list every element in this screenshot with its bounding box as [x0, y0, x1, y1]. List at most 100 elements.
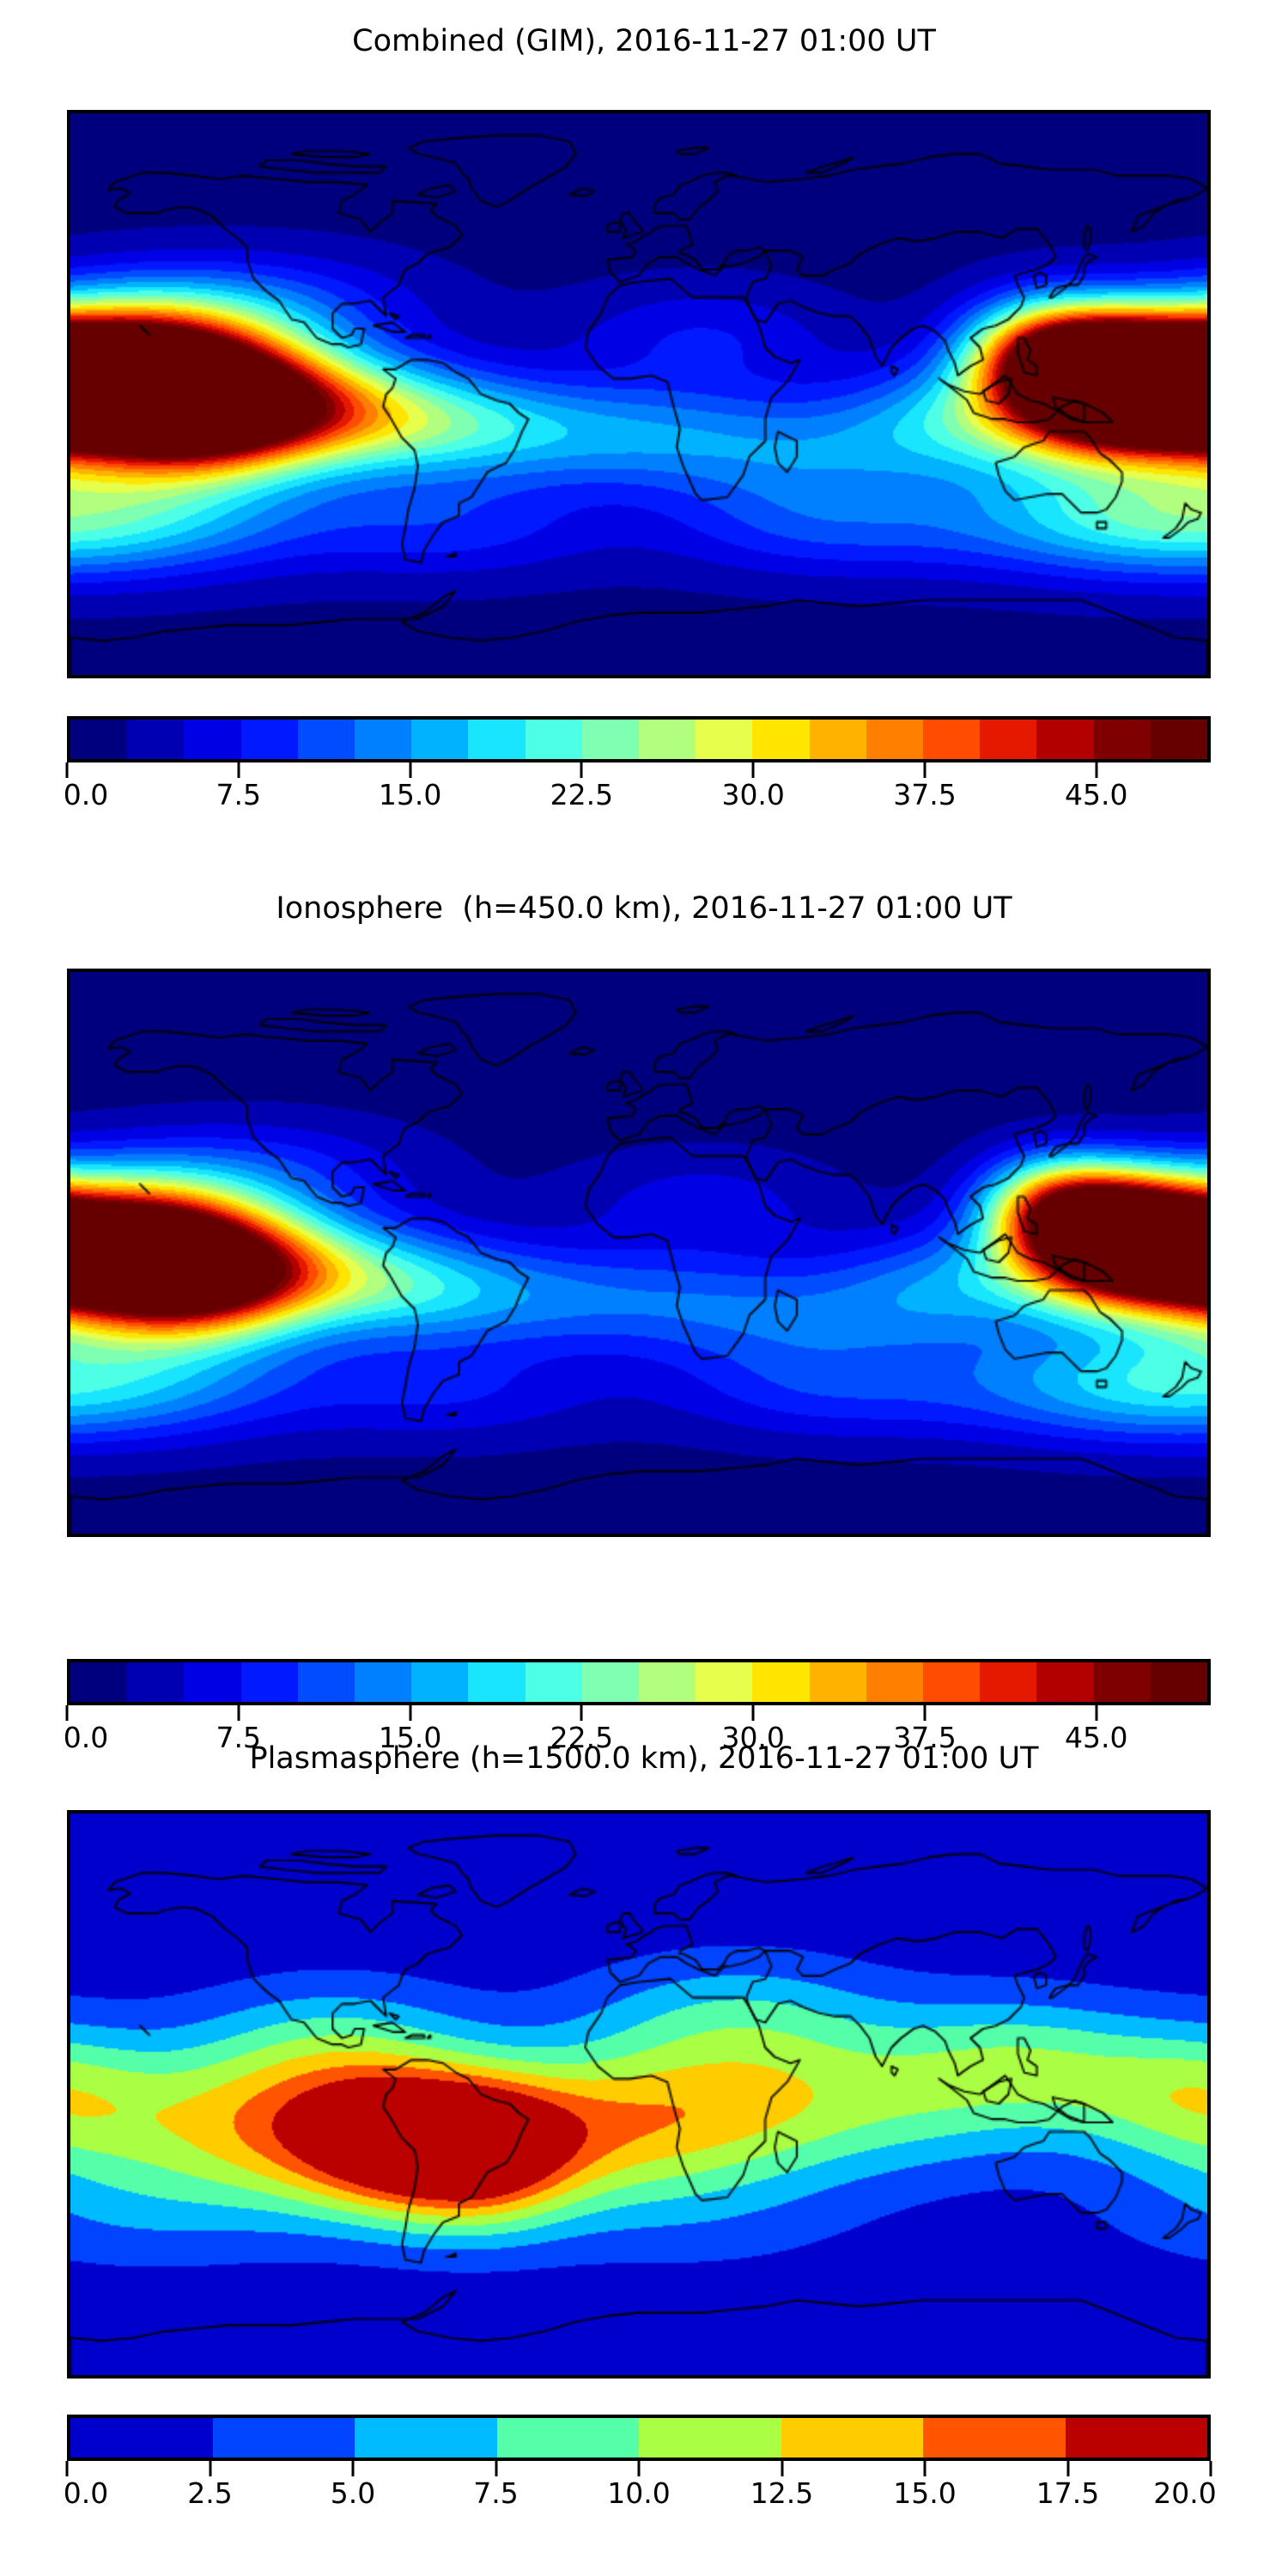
panel-title-plasmasphere: Plasmasphere (h=1500.0 km), 2016-11-27 0… [249, 1741, 1039, 1776]
colorbar-combined-gim: 0.0 7.5 15.0 22.5 30.0 37.5 45.0 [64, 716, 1211, 811]
colorbar-tick-mark [351, 2461, 355, 2476]
colorbar-tick-label: 7.5 [216, 1721, 262, 1754]
colorbar-tick-label: 30.0 [721, 1721, 785, 1754]
colorbar-segment [297, 720, 355, 759]
colorbar-tick-mark [1095, 1705, 1098, 1721]
colorbar-gradient-plasmasphere [67, 2415, 1211, 2461]
colorbar-segment [866, 1662, 924, 1702]
colorbar-segment [1093, 1662, 1151, 1702]
colorbar-ticks-plasmasphere: 0.0 2.5 5.0 7.5 10.0 12.5 15.0 17.5 20.0 [64, 2461, 1217, 2510]
colorbar-segment [468, 720, 526, 759]
colorbar-segment [866, 720, 924, 759]
colorbar-segment [355, 1662, 412, 1702]
colorbar-tick-mark [1209, 2461, 1212, 2476]
colorbar-tick-mark [923, 762, 927, 778]
colorbar-tick-mark [637, 2461, 641, 2476]
colorbar-segment [980, 1662, 1037, 1702]
colorbar-segment [70, 720, 128, 759]
colorbar-segment [781, 2418, 923, 2458]
colorbar-tick-label: 37.5 [893, 1721, 957, 1754]
colorbar-tick-label: 30.0 [721, 778, 785, 811]
map-canvas-ionosphere [70, 972, 1207, 1534]
colorbar-tick-label: 15.0 [378, 778, 442, 811]
colorbar-segment [1093, 720, 1151, 759]
colorbar-tick-label: 22.5 [550, 1721, 614, 1754]
map-ionosphere [67, 969, 1211, 1537]
colorbar-tick-mark [751, 1705, 755, 1721]
colorbar-tick-mark [580, 1705, 583, 1721]
colorbar-tick-label: 15.0 [893, 2476, 957, 2510]
colorbar-segment [639, 720, 696, 759]
colorbar-tick-mark [65, 1705, 69, 1721]
colorbar-tick-label: 7.5 [216, 778, 262, 811]
colorbar-segment [355, 2418, 497, 2458]
colorbar-segment [70, 1662, 128, 1702]
map-canvas-plasmasphere [70, 1814, 1207, 2375]
colorbar-plasmasphere: 0.0 2.5 5.0 7.5 10.0 12.5 15.0 17.5 20.0 [64, 2415, 1217, 2510]
colorbar-tick-mark [923, 1705, 927, 1721]
colorbar-segment [809, 1662, 866, 1702]
colorbar-segment [297, 1662, 355, 1702]
colorbar-segment [1150, 1662, 1207, 1702]
colorbar-tick-label: 0.0 [63, 778, 109, 811]
colorbar-segment [525, 1662, 582, 1702]
map-canvas-combined-gim [70, 113, 1207, 675]
colorbar-tick-label: 45.0 [1065, 778, 1128, 811]
colorbar-tick-label: 20.0 [1153, 2476, 1217, 2510]
colorbar-segment [411, 720, 469, 759]
colorbar-tick-mark [409, 762, 412, 778]
colorbar-tick-label: 17.5 [1036, 2476, 1100, 2510]
colorbar-segment [696, 1662, 753, 1702]
colorbar-segment [1065, 2418, 1207, 2458]
colorbar-tick-mark [65, 762, 69, 778]
colorbar-segment [411, 1662, 469, 1702]
colorbar-tick-mark [751, 762, 755, 778]
colorbar-segment [923, 1662, 981, 1702]
colorbar-segment [980, 720, 1037, 759]
colorbar-tick-mark [65, 2461, 69, 2476]
colorbar-tick-label: 10.0 [607, 2476, 671, 2510]
colorbar-tick-label: 0.0 [63, 2476, 109, 2510]
colorbar-segment [1036, 1662, 1094, 1702]
colorbar-segment [581, 720, 640, 759]
colorbar-segment [127, 1662, 185, 1702]
colorbar-tick-label: 12.5 [750, 2476, 814, 2510]
colorbar-tick-mark [209, 2461, 211, 2476]
colorbar-segment [355, 720, 412, 759]
colorbar-segment [752, 1662, 810, 1702]
colorbar-tick-label: 2.5 [187, 2476, 233, 2510]
colorbar-segment [127, 720, 185, 759]
colorbar-segment [1036, 720, 1094, 759]
colorbar-ticks-combined-gim: 0.0 7.5 15.0 22.5 30.0 37.5 45.0 [64, 762, 1211, 811]
colorbar-segment [752, 720, 810, 759]
colorbar-segment [696, 720, 753, 759]
colorbar-tick-mark [1066, 2461, 1069, 2476]
colorbar-segment [809, 720, 866, 759]
colorbar-segment [212, 2418, 355, 2458]
map-combined-gim [67, 110, 1211, 678]
colorbar-tick-label: 5.0 [330, 2476, 376, 2510]
colorbar-tick-mark [495, 2461, 497, 2476]
colorbar-ticks-ionosphere: 0.0 7.5 15.0 22.5 30.0 37.5 45.0 [64, 1705, 1211, 1754]
map-plasmasphere [67, 1810, 1211, 2379]
colorbar-tick-label: 7.5 [473, 2476, 519, 2510]
colorbar-segment [184, 720, 241, 759]
colorbar-tick-label: 37.5 [893, 778, 957, 811]
colorbar-tick-label: 45.0 [1065, 1721, 1128, 1754]
colorbar-tick-mark [237, 1705, 240, 1721]
colorbar-gradient-combined-gim [67, 716, 1211, 762]
colorbar-segment [923, 720, 981, 759]
colorbar-tick-label: 22.5 [550, 778, 614, 811]
colorbar-segment [240, 720, 298, 759]
colorbar-tick-mark [580, 762, 583, 778]
colorbar-segment [639, 1662, 696, 1702]
colorbar-tick-mark [237, 762, 240, 778]
colorbar-segment [184, 1662, 241, 1702]
colorbar-tick-label: 15.0 [378, 1721, 442, 1754]
colorbar-segment [70, 2418, 213, 2458]
colorbar-tick-mark [781, 2461, 783, 2476]
panel-title-ionosphere: Ionosphere (h=450.0 km), 2016-11-27 01:0… [276, 891, 1012, 926]
colorbar-segment [1150, 720, 1207, 759]
colorbar-segment [639, 2418, 781, 2458]
